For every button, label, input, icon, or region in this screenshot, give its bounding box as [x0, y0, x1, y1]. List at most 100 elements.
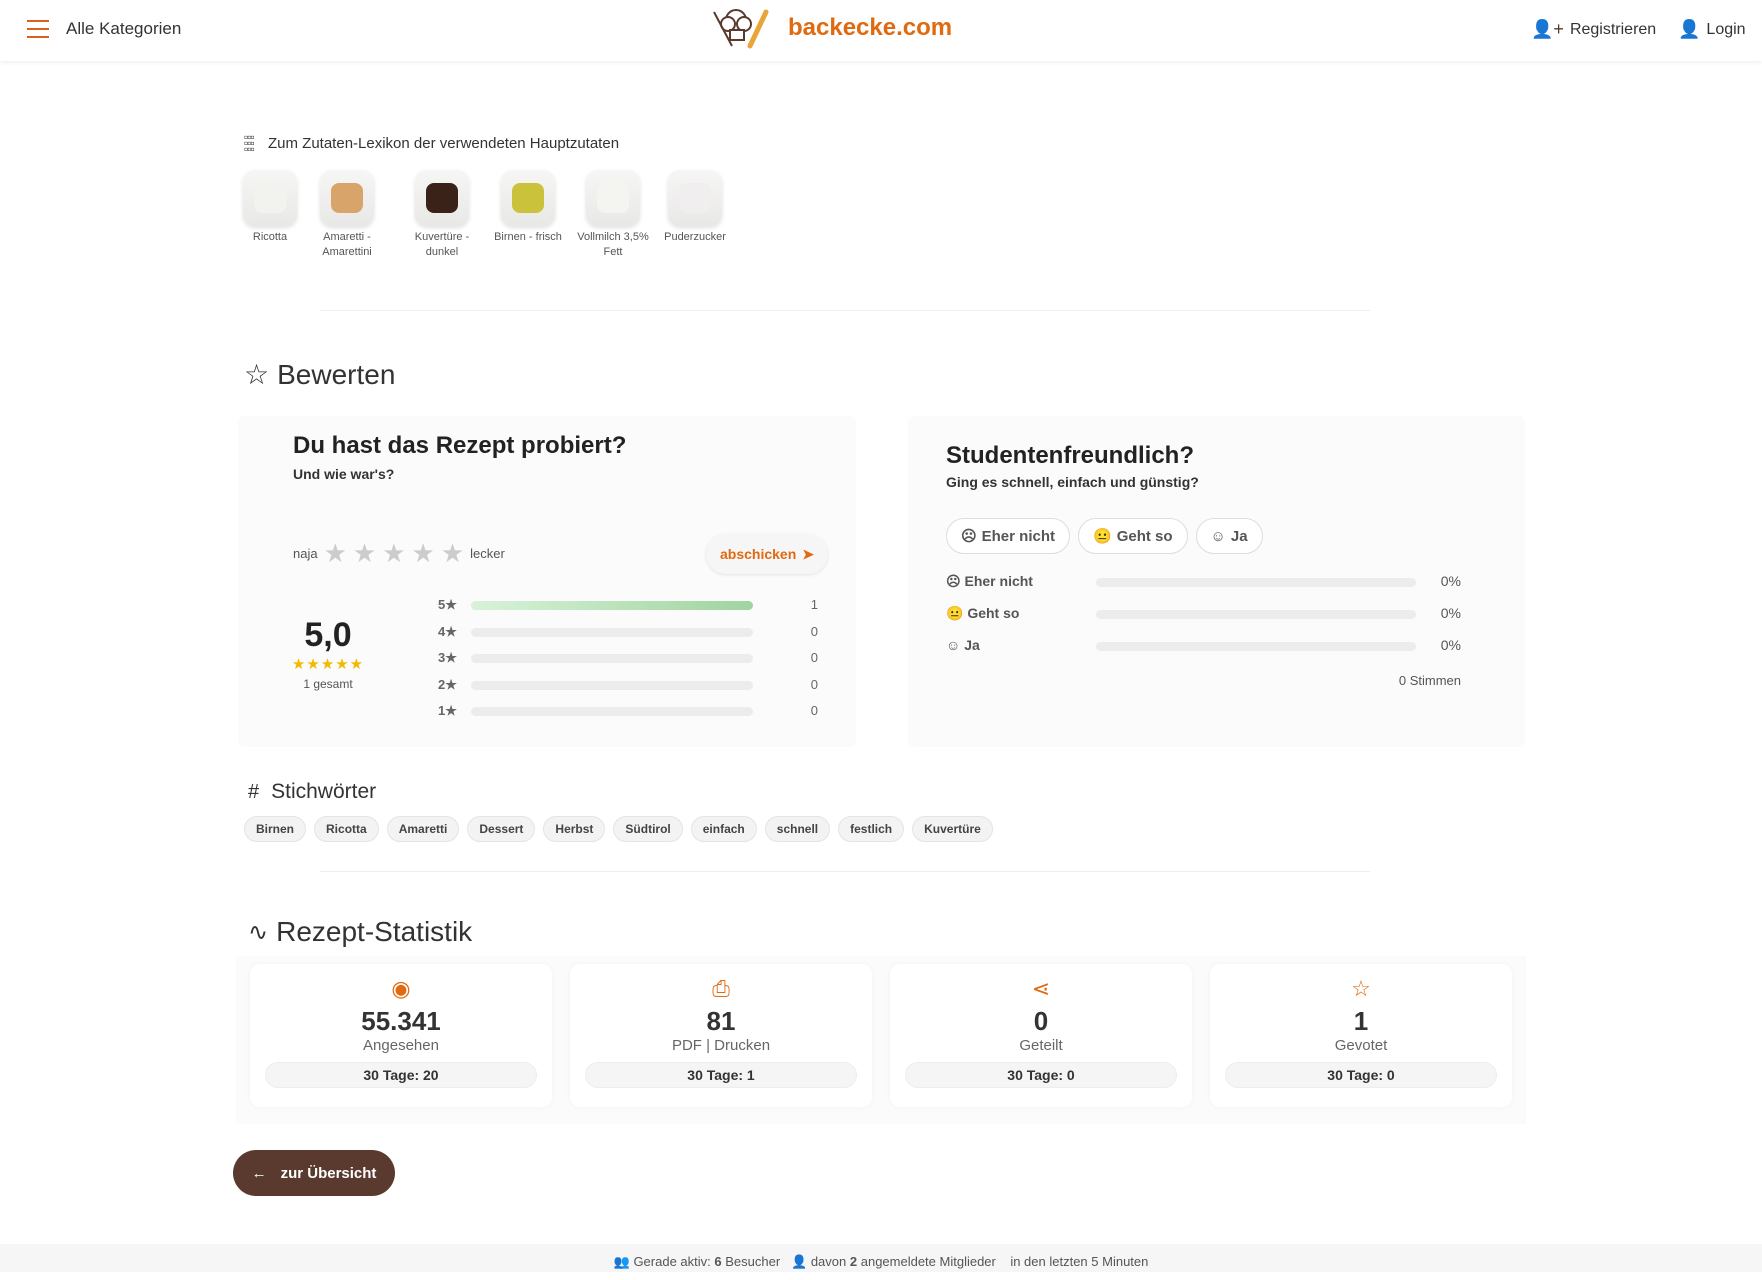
ingredient-label: Birnen - frisch — [494, 231, 562, 243]
rate-star-2[interactable]: ★ — [352, 538, 377, 568]
ingredient-item[interactable]: Kuvertüre - dunkel — [402, 170, 482, 260]
tag-chip[interactable]: einfach — [690, 816, 757, 842]
student-result-row: ☺ Ja 0% — [946, 637, 1461, 655]
back-to-overview-button[interactable]: ← zur Übersicht — [233, 1150, 395, 1196]
row-label: 1★ — [438, 703, 457, 718]
rate-star-3[interactable]: ★ — [382, 538, 406, 568]
user-check-icon: 👤 — [791, 1254, 808, 1269]
tag-chip[interactable]: Birnen — [244, 816, 307, 842]
rating-bar — [471, 707, 753, 716]
tag-chip[interactable]: Ricotta — [314, 816, 379, 842]
rating-title: Bewerten — [277, 358, 396, 390]
member-count: 2 — [849, 1254, 858, 1269]
tag-chip[interactable]: Kuvertüre — [912, 816, 993, 842]
rating-row: 4★ 0 — [438, 624, 818, 640]
tag-chip[interactable]: Dessert — [467, 816, 536, 842]
tag-chip[interactable]: Amaretti — [386, 816, 460, 842]
rating-bar-fill — [471, 601, 753, 610]
rating-row: 3★ 0 — [438, 650, 818, 666]
result-pct: 0% — [1440, 637, 1461, 653]
footer-visitors: Besucher — [725, 1254, 781, 1269]
ingredient-lexicon-link[interactable]: ▫▫▫ ▫▫▫ ▫▫▫ Zum Zutaten-Lexikon der verwend… — [244, 131, 619, 155]
footer: 👥 Gerade aktiv: 6 Besucher 👤 davon 2 ang… — [0, 1244, 1762, 1272]
rate-star-4[interactable]: ★ — [411, 538, 435, 568]
tag-chip[interactable]: festlich — [838, 816, 905, 842]
stat-label: Gevotet — [1334, 1037, 1388, 1054]
ingredient-item[interactable]: Amaretti - Amarettini — [307, 170, 387, 260]
divider — [320, 871, 1370, 872]
rate-star-5[interactable]: ★ — [440, 538, 465, 568]
logo-text: backecke.com — [788, 14, 953, 41]
stat-card: ◉ 55.341 Angesehen 30 Tage: 20 — [250, 964, 552, 1107]
face-icon: 😐 — [1093, 528, 1112, 545]
row-label: 2★ — [438, 676, 457, 692]
ingredient-image — [320, 170, 374, 226]
student-option[interactable]: ☺ Ja — [1195, 518, 1263, 554]
tag-chip[interactable]: Südtirol — [613, 816, 683, 842]
stat-30-days: 30 Tage: 20 — [265, 1062, 537, 1088]
all-categories-link[interactable]: Alle Kategorien — [66, 19, 182, 38]
tag-chip[interactable]: schnell — [764, 816, 831, 842]
student-option[interactable]: 😐 Geht so — [1078, 518, 1188, 554]
ingredient-item[interactable]: Vollmilch 3,5% Fett — [573, 170, 653, 260]
student-sub: Ging es schnell, einfach und günstig? — [946, 474, 1199, 490]
send-icon: ➤ — [802, 545, 814, 562]
ingredient-item[interactable]: Puderzucker — [655, 170, 735, 245]
login-label: Login — [1706, 20, 1746, 38]
rating-row: 2★ 0 — [438, 677, 818, 693]
logo[interactable]: backecke.com — [706, 6, 952, 50]
stat-number: 0 — [1033, 1006, 1049, 1036]
arrow-left-icon: ← — [251, 1164, 267, 1182]
menu-icon[interactable] — [27, 20, 49, 38]
chef-logo-icon — [713, 9, 769, 49]
result-pct: 0% — [1440, 605, 1461, 621]
low-label: naja — [293, 546, 318, 561]
student-result-row: 😐 Geht so 0% — [946, 605, 1461, 623]
tags-title: # Stichwörter — [248, 780, 376, 804]
eye-icon: ◉ — [391, 976, 411, 1001]
result-label: Geht so — [967, 605, 1020, 621]
result-label: Ja — [964, 637, 980, 653]
tag-chip[interactable]: Herbst — [543, 816, 606, 842]
row-count: 1 — [810, 597, 818, 612]
row-count: 0 — [810, 623, 818, 639]
users-icon: 👥 — [613, 1254, 630, 1269]
ingredient-item[interactable]: Birnen - frisch — [488, 170, 568, 245]
activity-icon: ∿ — [248, 918, 269, 946]
result-label: Eher nicht — [964, 573, 1033, 589]
face-icon: 😐 — [946, 605, 964, 621]
user-icon: 👤 — [1678, 19, 1701, 39]
ingredient-item[interactable]: Ricotta — [230, 170, 310, 245]
option-label: Ja — [1230, 527, 1248, 545]
result-pct: 0% — [1440, 573, 1461, 589]
submit-rating-button[interactable]: abschicken ➤ — [706, 534, 828, 574]
stat-30-days: 30 Tage: 0 — [1225, 1062, 1497, 1088]
stat-card: ☆ 1 Gevotet 30 Tage: 0 — [1210, 964, 1512, 1107]
share-icon: ⋖ — [1031, 976, 1051, 1001]
rating-bar — [471, 680, 753, 690]
student-option[interactable]: ☹ Eher nicht — [946, 518, 1070, 554]
top-nav: Alle Kategorien backecke.com 👤+ Registrie… — [0, 0, 1762, 61]
login-link[interactable]: 👤 Login — [1678, 19, 1746, 40]
star-input: naja ★ ★ ★ ★ ★ lecker — [293, 538, 505, 569]
vote-count: 0 Stimmen — [1398, 673, 1461, 688]
rate-star-1[interactable]: ★ — [323, 538, 347, 568]
total-votes: 1 gesamt — [303, 677, 353, 691]
rating-bar — [471, 654, 753, 663]
rating-bar — [471, 627, 753, 637]
visitor-count: 6 — [714, 1254, 722, 1269]
register-label: Registrieren — [1569, 20, 1657, 38]
row-label: 3★ — [438, 650, 457, 665]
ingredient-image — [415, 170, 469, 226]
high-label: lecker — [470, 546, 505, 561]
rating-card-title: Du hast das Rezept probiert? — [293, 432, 627, 459]
ingredient-image — [668, 170, 722, 226]
result-bar — [1096, 610, 1416, 619]
result-bar — [1096, 578, 1416, 587]
register-link[interactable]: 👤+ Registrieren — [1531, 19, 1656, 40]
row-label: 5★ — [438, 597, 457, 612]
star-half-icon: ☆ — [244, 359, 270, 390]
row-count: 0 — [810, 676, 818, 692]
ingredient-image — [501, 170, 555, 226]
footer-active: Gerade aktiv: — [633, 1254, 711, 1269]
